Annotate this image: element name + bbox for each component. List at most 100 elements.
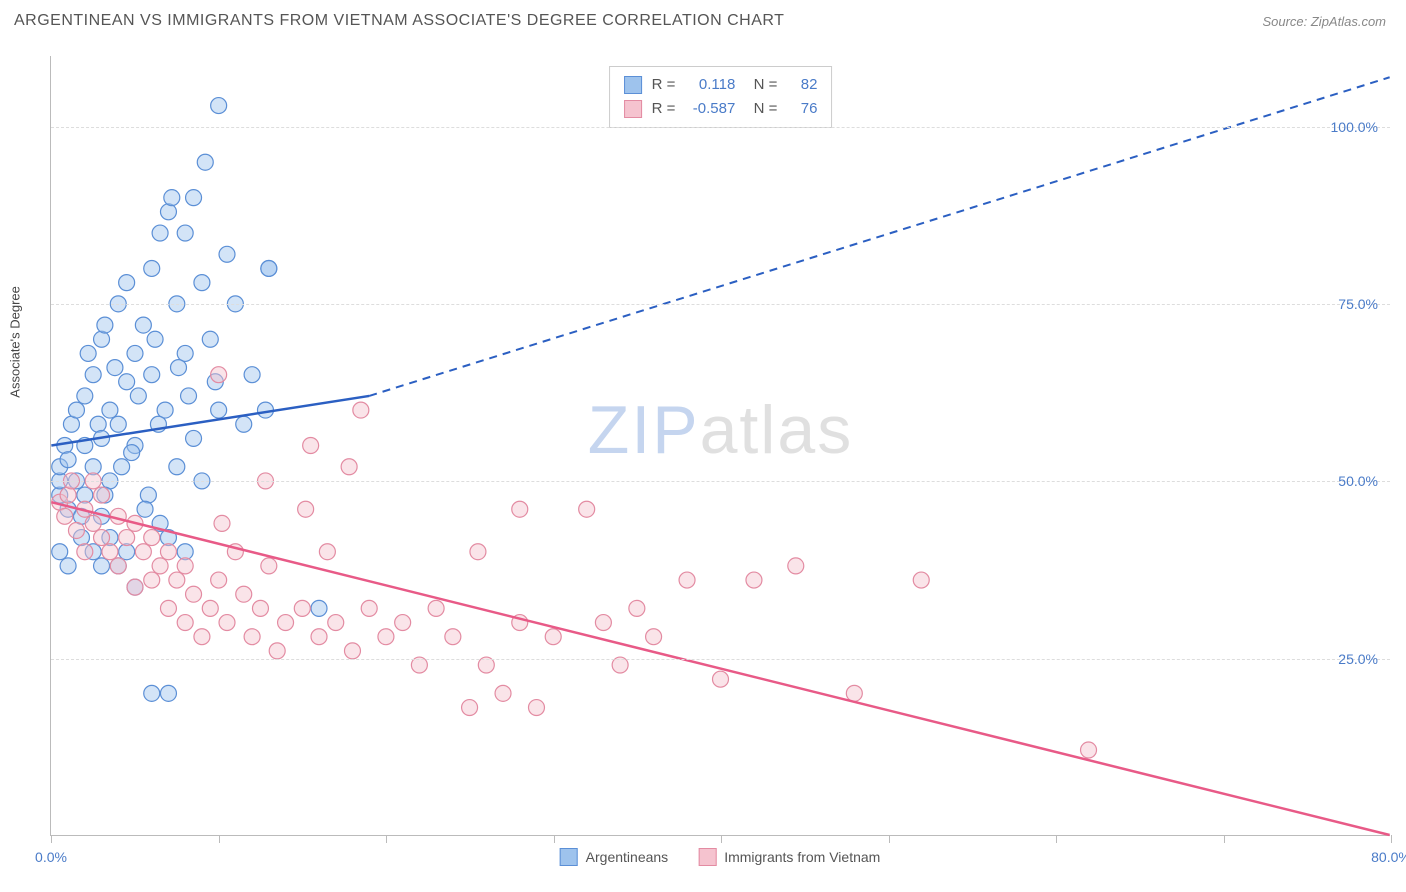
data-point (278, 615, 294, 631)
data-point (186, 430, 202, 446)
data-point (269, 643, 285, 659)
data-point (102, 402, 118, 418)
stat-n-value: 76 (787, 97, 817, 121)
data-point (60, 487, 76, 503)
y-tick-label: 25.0% (1338, 651, 1378, 667)
x-tick-label: 0.0% (35, 849, 67, 865)
data-point (152, 225, 168, 241)
data-point (298, 501, 314, 517)
data-point (177, 225, 193, 241)
data-point (177, 615, 193, 631)
data-point (85, 515, 101, 531)
plot-area: ZIPatlas R = 0.118 N = 82 R = -0.587 N =… (50, 56, 1390, 836)
data-point (186, 586, 202, 602)
data-point (311, 600, 327, 616)
data-point (186, 190, 202, 206)
gridline (51, 481, 1390, 482)
data-point (194, 629, 210, 645)
data-point (181, 388, 197, 404)
data-point (679, 572, 695, 588)
data-point (361, 600, 377, 616)
data-point (57, 508, 73, 524)
data-point (261, 558, 277, 574)
data-point (77, 388, 93, 404)
legend-item: Argentineans (560, 848, 669, 866)
data-point (102, 544, 118, 560)
data-point (77, 544, 93, 560)
bottom-legend: Argentineans Immigrants from Vietnam (560, 848, 881, 866)
data-point (445, 629, 461, 645)
data-point (169, 572, 185, 588)
data-point (135, 317, 151, 333)
x-tick (386, 835, 387, 843)
data-point (211, 367, 227, 383)
data-point (94, 487, 110, 503)
data-point (202, 331, 218, 347)
legend-label: Argentineans (586, 849, 669, 865)
data-point (378, 629, 394, 645)
data-point (137, 501, 153, 517)
data-point (119, 275, 135, 291)
data-point (353, 402, 369, 418)
data-point (85, 367, 101, 383)
stat-n-value: 82 (787, 73, 817, 97)
data-point (127, 579, 143, 595)
data-point (110, 558, 126, 574)
data-point (177, 558, 193, 574)
x-tick (1224, 835, 1225, 843)
plot-svg (51, 56, 1390, 835)
x-tick (219, 835, 220, 843)
stats-box: R = 0.118 N = 82 R = -0.587 N = 76 (609, 66, 833, 128)
x-tick (554, 835, 555, 843)
x-tick-label: 80.0% (1371, 849, 1406, 865)
x-tick (889, 835, 890, 843)
data-point (110, 416, 126, 432)
stat-r-label: R = (652, 73, 676, 97)
chart-title: ARGENTINEAN VS IMMIGRANTS FROM VIETNAM A… (14, 12, 784, 30)
data-point (119, 374, 135, 390)
data-point (157, 402, 173, 418)
legend-swatch (560, 848, 578, 866)
series-swatch (624, 76, 642, 94)
legend-swatch (698, 848, 716, 866)
y-axis-title: Associate's Degree (8, 286, 23, 398)
gridline (51, 659, 1390, 660)
data-point (60, 452, 76, 468)
x-tick (1391, 835, 1392, 843)
data-point (846, 685, 862, 701)
data-point (528, 700, 544, 716)
stat-n-label: N = (745, 73, 777, 97)
data-point (114, 459, 130, 475)
data-point (344, 643, 360, 659)
data-point (319, 544, 335, 560)
data-point (94, 558, 110, 574)
legend-label: Immigrants from Vietnam (724, 849, 880, 865)
data-point (495, 685, 511, 701)
data-point (629, 600, 645, 616)
data-point (236, 416, 252, 432)
data-point (252, 600, 268, 616)
data-point (140, 487, 156, 503)
gridline (51, 127, 1390, 128)
stat-r-value: 0.118 (685, 73, 735, 97)
data-point (211, 572, 227, 588)
data-point (152, 558, 168, 574)
data-point (211, 402, 227, 418)
data-point (177, 345, 193, 361)
data-point (147, 331, 163, 347)
data-point (428, 600, 444, 616)
stat-n-label: N = (745, 97, 777, 121)
x-tick (51, 835, 52, 843)
data-point (135, 544, 151, 560)
data-point (294, 600, 310, 616)
stats-row: R = -0.587 N = 76 (624, 97, 818, 121)
data-point (160, 544, 176, 560)
data-point (646, 629, 662, 645)
data-point (97, 317, 113, 333)
data-point (127, 345, 143, 361)
data-point (194, 275, 210, 291)
data-point (169, 459, 185, 475)
data-point (197, 154, 213, 170)
data-point (144, 530, 160, 546)
data-point (713, 671, 729, 687)
